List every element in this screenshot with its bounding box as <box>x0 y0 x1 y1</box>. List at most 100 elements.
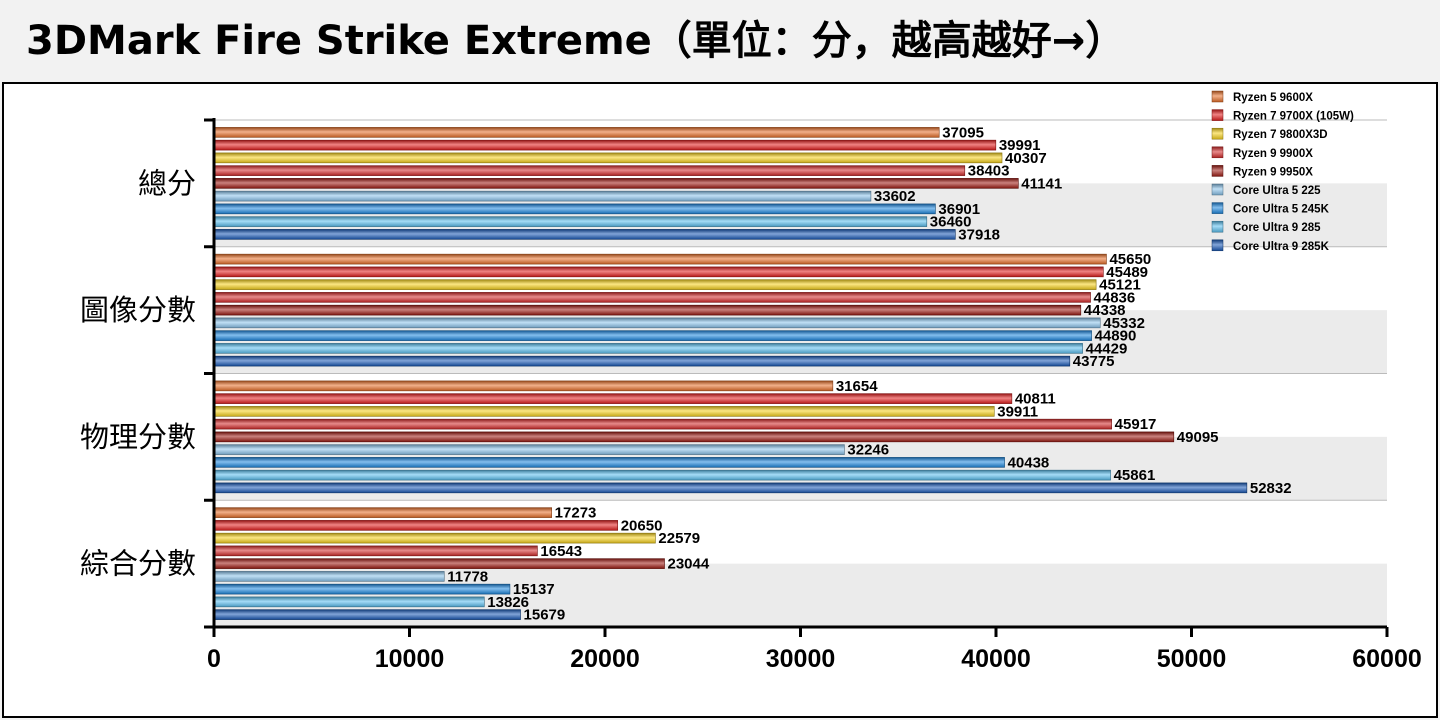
value-label: 41141 <box>1021 175 1062 192</box>
bar-core-ultra-5-245k-2 <box>213 457 1005 468</box>
bar-core-ultra-5-225-3 <box>213 571 445 582</box>
value-label: 31654 <box>836 378 878 395</box>
value-label: 17273 <box>555 505 597 522</box>
category-label: 綜合分數 <box>80 547 196 581</box>
bar-ryzen-7-9700x-105w-1 <box>213 266 1104 278</box>
bar-ryzen-7-9700x-105w-0 <box>213 139 997 151</box>
value-label: 44338 <box>1084 302 1126 319</box>
value-label: 36460 <box>930 214 972 231</box>
bar-ryzen-5-9600x-1 <box>213 253 1107 265</box>
bar-ryzen-9-9950x-3 <box>213 558 665 569</box>
value-label: 37095 <box>942 124 984 141</box>
value-label: 13826 <box>487 594 529 611</box>
x-tick-label: 20000 <box>570 645 640 673</box>
bar-ryzen-7-9800x3d-1 <box>213 279 1097 290</box>
legend-label: Ryzen 9 9950X <box>1233 166 1313 178</box>
value-label: 44890 <box>1095 328 1137 345</box>
legend-swatch <box>1211 220 1224 233</box>
value-label: 15137 <box>513 581 555 598</box>
value-label: 44429 <box>1086 340 1128 357</box>
x-tick-label: 50000 <box>1157 645 1227 673</box>
value-label: 15679 <box>524 607 566 624</box>
value-label: 39911 <box>997 403 1038 420</box>
value-label: 40307 <box>1005 150 1047 167</box>
bar-core-ultra-5-245k-0 <box>213 203 936 215</box>
value-label: 39991 <box>999 137 1041 154</box>
category-label: 總分 <box>138 166 196 200</box>
bar-core-ultra-9-285-1 <box>213 343 1083 354</box>
value-label: 23044 <box>668 556 710 573</box>
category-label: 圖像分數 <box>80 293 196 327</box>
legend: Ryzen 5 9600X Ryzen 7 9700X (105W) Ryzen 7… <box>1211 90 1354 253</box>
x-tick-label: 0 <box>207 645 221 673</box>
value-label: 37918 <box>958 226 1000 243</box>
legend-label: Ryzen 9 9900X <box>1233 148 1313 160</box>
bar-ryzen-9-9950x-1 <box>213 304 1082 316</box>
bar-ryzen-7-9800x3d-0 <box>213 152 1003 164</box>
bar-core-ultra-9-285k-3 <box>213 609 521 620</box>
legend-label: Ryzen 7 9800X3D <box>1233 129 1328 141</box>
bar-core-ultra-9-285k-0 <box>213 229 956 240</box>
legend-swatch <box>1211 202 1224 214</box>
x-tick-label: 30000 <box>766 645 836 673</box>
bar-core-ultra-9-285k-2 <box>213 482 1248 494</box>
bar-ryzen-9-9950x-2 <box>213 431 1175 443</box>
bar-ryzen-9-9900x-0 <box>213 165 966 176</box>
bar-core-ultra-9-285-0 <box>213 216 928 227</box>
value-label: 38403 <box>968 163 1010 180</box>
legend-label: Ryzen 7 9700X (105W) <box>1233 111 1354 123</box>
bar-core-ultra-5-245k-1 <box>213 330 1092 341</box>
bar-core-ultra-5-245k-3 <box>213 583 511 595</box>
value-label: 36901 <box>938 201 980 218</box>
legend-swatch <box>1211 90 1224 103</box>
legend-label: Core Ultra 9 285K <box>1233 241 1330 253</box>
legend-swatch <box>1211 165 1224 177</box>
bar-ryzen-9-9900x-1 <box>213 292 1091 303</box>
legend-swatch <box>1211 109 1224 121</box>
bar-ryzen-7-9700x-105w-2 <box>213 393 1013 404</box>
bar-core-ultra-5-225-2 <box>213 444 845 455</box>
bar-core-ultra-9-285-3 <box>213 596 485 608</box>
value-label: 40811 <box>1015 391 1056 408</box>
bar-core-ultra-5-225-0 <box>213 190 872 202</box>
value-label: 20650 <box>621 517 663 534</box>
bar-ryzen-9-9900x-3 <box>213 545 538 557</box>
value-label: 16543 <box>540 543 582 560</box>
bar-core-ultra-9-285-2 <box>213 469 1111 481</box>
legend-label: Ryzen 5 9600X <box>1233 92 1313 104</box>
bars <box>213 127 1248 620</box>
value-label: 45332 <box>1103 315 1145 332</box>
legend-label: Core Ultra 5 225 <box>1233 185 1321 197</box>
value-label: 45489 <box>1106 264 1148 281</box>
bar-ryzen-7-9700x-105w-3 <box>213 520 619 531</box>
legend-swatch <box>1211 239 1224 252</box>
value-label: 49095 <box>1177 429 1219 446</box>
value-label: 45917 <box>1115 416 1157 433</box>
value-label: 43775 <box>1073 353 1115 370</box>
bar-ryzen-5-9600x-0 <box>213 127 940 138</box>
x-tick-label: 40000 <box>961 645 1031 673</box>
value-label: 44836 <box>1094 289 1136 306</box>
legend-swatch <box>1211 127 1224 140</box>
x-tick-label: 60000 <box>1352 645 1422 673</box>
value-label: 32246 <box>847 442 889 459</box>
x-tick-label: 10000 <box>375 645 445 673</box>
chart-area: 37095 39991 40307 38403 41141 33602 36901 36460… <box>2 82 1438 718</box>
bar-ryzen-9-9900x-2 <box>213 418 1112 430</box>
legend-swatch <box>1211 146 1224 159</box>
value-label: 33602 <box>874 188 916 205</box>
legend-swatch <box>1211 183 1224 196</box>
bar-ryzen-7-9800x3d-3 <box>213 532 656 544</box>
value-label: 45650 <box>1109 251 1151 268</box>
bar-ryzen-9-9950x-0 <box>213 178 1019 189</box>
bar-core-ultra-9-285k-1 <box>213 355 1071 367</box>
value-label: 45861 <box>1114 467 1156 484</box>
bar-core-ultra-5-225-1 <box>213 317 1101 329</box>
legend-label: Core Ultra 9 285 <box>1233 222 1321 234</box>
bar-ryzen-5-9600x-2 <box>213 380 834 392</box>
value-label: 45121 <box>1099 277 1141 294</box>
value-label: 11778 <box>447 568 488 585</box>
